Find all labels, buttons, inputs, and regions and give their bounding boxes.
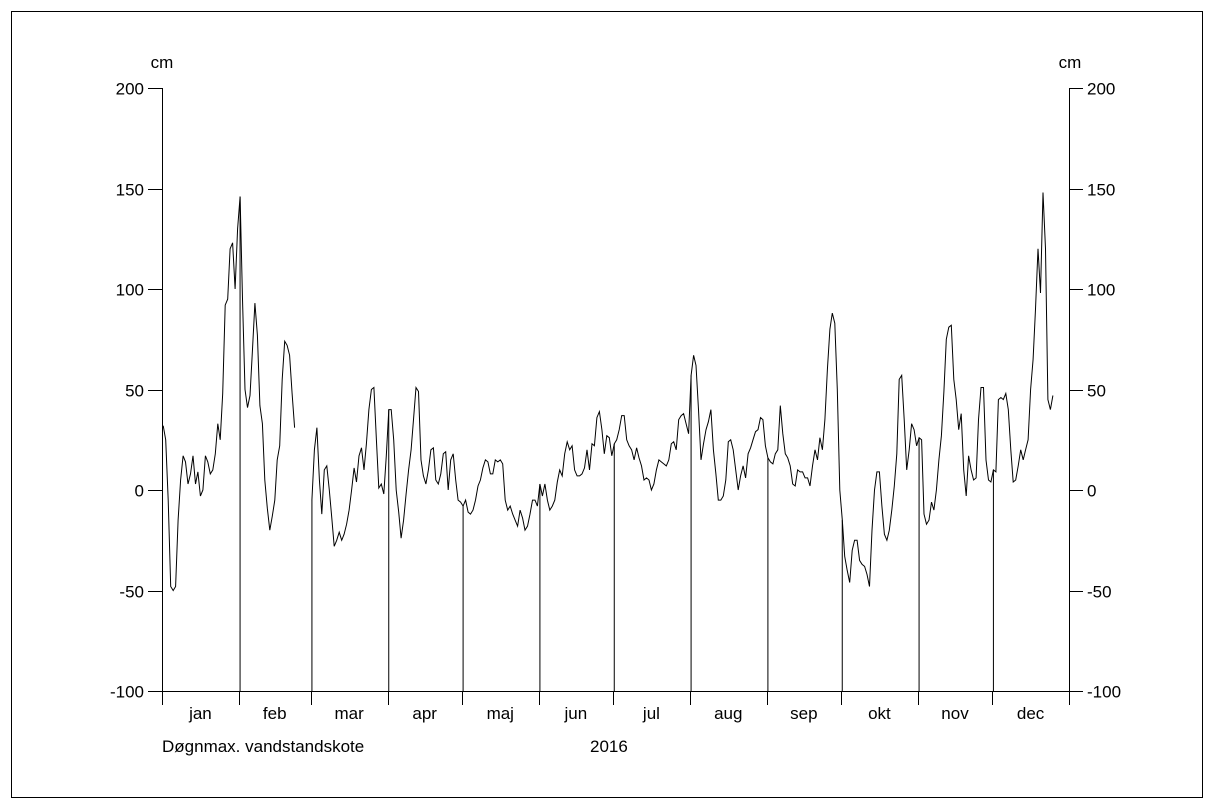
x-month-label: apr (412, 704, 437, 723)
y-tick-label-right: 50 (1087, 382, 1106, 401)
x-month-label: jul (642, 704, 660, 723)
x-month-label: mar (334, 704, 364, 723)
y-tick-label-left: 0 (135, 482, 144, 501)
outer-border (11, 11, 1203, 798)
x-month-label: jan (188, 704, 212, 723)
series-line (311, 192, 1054, 587)
y-tick-label-right: 100 (1087, 281, 1115, 300)
series-line (162, 196, 296, 592)
y-tick-label-right: -50 (1087, 583, 1112, 602)
y-tick-label-right: -100 (1087, 683, 1121, 702)
x-month-label: nov (941, 704, 969, 723)
y-tick-label-left: 100 (116, 281, 144, 300)
y-tick-label-left: 50 (125, 382, 144, 401)
y-tick-label-right: 0 (1087, 482, 1096, 501)
y-unit-right: cm (1059, 53, 1082, 72)
y-tick-label-left: 200 (116, 80, 144, 99)
y-unit-left: cm (151, 53, 174, 72)
y-tick-label-left: 150 (116, 181, 144, 200)
y-tick-label-right: 200 (1087, 80, 1115, 99)
year-label: 2016 (590, 737, 628, 756)
x-month-label: sep (790, 704, 817, 723)
x-month-label: okt (868, 704, 891, 723)
x-month-label: feb (263, 704, 287, 723)
x-month-label: jun (564, 704, 588, 723)
y-tick-label-right: 150 (1087, 181, 1115, 200)
x-month-label: maj (487, 704, 514, 723)
y-tick-label-left: -50 (119, 583, 144, 602)
y-tick-label-left: -100 (110, 683, 144, 702)
series-label: Døgnmax. vandstandskote (162, 737, 364, 756)
x-month-label: aug (714, 704, 742, 723)
x-month-label: dec (1017, 704, 1045, 723)
